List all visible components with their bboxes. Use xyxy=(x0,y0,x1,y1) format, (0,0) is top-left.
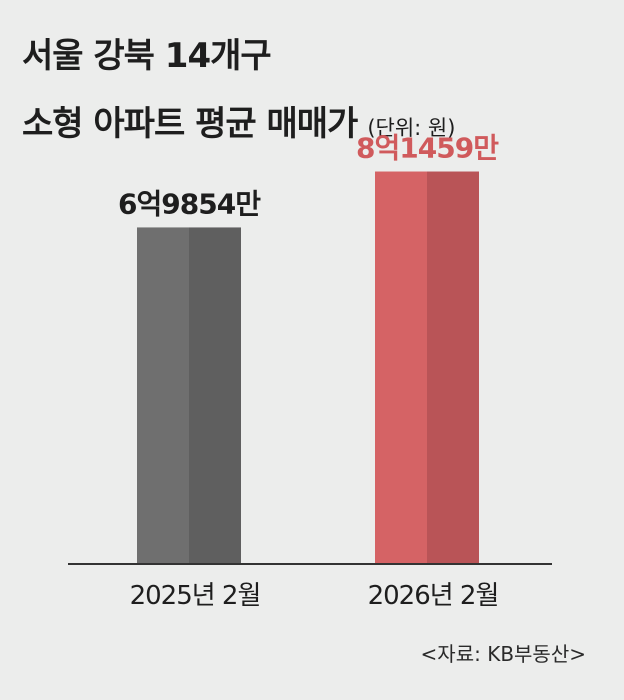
data-label-2: 8억1459만 xyxy=(356,132,499,165)
unit-note: (단위: 원) xyxy=(367,116,456,140)
chart-title-line2-text: 소형 아파트 평균 매매가 xyxy=(22,104,358,144)
source-note: <자료: KB부동산> xyxy=(420,642,586,666)
bar-2-left xyxy=(375,171,427,564)
chart-title-line1: 서울 강북 14개구 xyxy=(22,36,272,76)
bar-1-right xyxy=(189,227,241,564)
bar-1-left xyxy=(137,227,189,564)
data-label-1: 6억9854만 xyxy=(118,187,261,220)
labels-group: 6억9854만 2025년 2월 8억1459만 2026년 2월 xyxy=(118,132,500,611)
category-label-1: 2025년 2월 xyxy=(130,581,261,611)
bars-group xyxy=(137,171,479,564)
category-label-2: 2026년 2월 xyxy=(368,581,499,611)
chart-title-line2: 소형 아파트 평균 매매가 (단위: 원) xyxy=(22,96,455,145)
bar-2-right xyxy=(427,171,479,564)
